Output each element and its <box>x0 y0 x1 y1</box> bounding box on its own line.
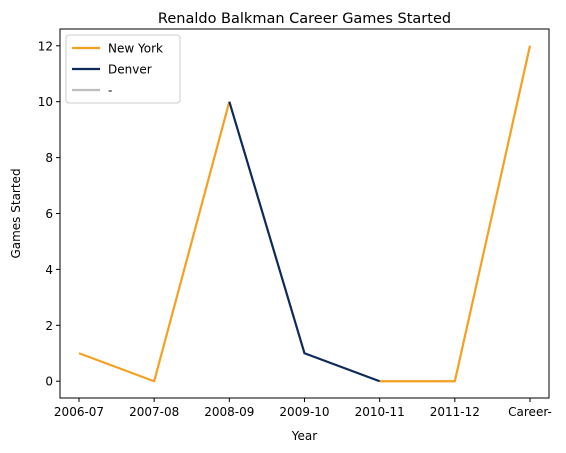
x-tick-label: 2010-11 <box>355 405 405 419</box>
y-axis-label: Games Started <box>9 168 23 258</box>
series-lines <box>78 45 532 383</box>
legend: New York Denver - <box>65 34 181 104</box>
y-tick-label: 12 <box>38 39 53 53</box>
y-tick-label: 2 <box>45 319 53 333</box>
y-tick-label: 4 <box>45 263 53 277</box>
x-tick-label: Career- <box>508 405 552 419</box>
legend-box <box>65 34 181 104</box>
x-tick-label: 2011-12 <box>430 405 480 419</box>
y-tick-label: 8 <box>45 151 53 165</box>
x-tick-label: 2007-08 <box>129 405 179 419</box>
y-tick-label: 0 <box>45 375 53 389</box>
series-line-new-york <box>78 101 231 383</box>
x-tick-label: 2006-07 <box>54 405 104 419</box>
legend-label: Denver <box>108 63 152 77</box>
x-tick-label: 2009-10 <box>279 405 329 419</box>
x-tick-label: 2008-09 <box>204 405 254 419</box>
series-line-denver <box>228 101 381 383</box>
series-line-new-york <box>379 45 532 383</box>
x-axis-label: Year <box>291 429 317 443</box>
legend-label: New York <box>108 42 163 56</box>
y-axis-ticks: 0 2 4 6 8 10 12 <box>38 39 60 389</box>
chart-title: Renaldo Balkman Career Games Started <box>158 11 451 27</box>
y-tick-label: 6 <box>45 207 53 221</box>
legend-label: - <box>108 84 112 98</box>
plot-area: 2006-07 2007-08 2008-09 2009-10 2010-11 2011-… <box>38 28 552 419</box>
x-axis-ticks: 2006-07 2007-08 2008-09 2009-10 2010-11 2011-… <box>54 398 552 419</box>
y-tick-label: 10 <box>38 95 53 109</box>
